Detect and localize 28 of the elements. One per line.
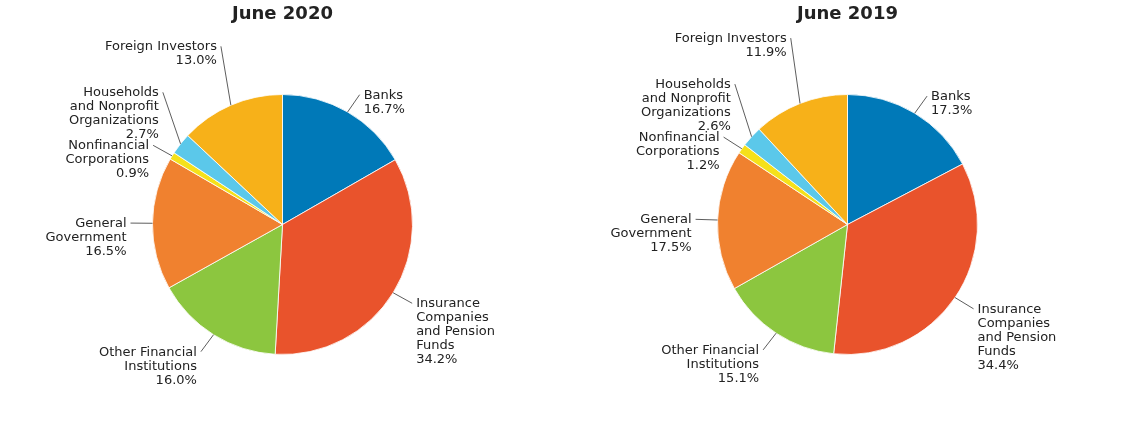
slice-label: General Government [610,211,692,241]
data-label: 16.7% [363,100,405,116]
slice-label: Households and Nonprofit Organizations [640,76,732,120]
slice-label: Banks [363,86,404,102]
slice-label: Insurance Companies and Pension Funds [416,295,495,353]
slice-label: Banks [931,88,971,104]
slice-label: Other Financial Institutions [98,343,198,373]
slice-label: Households and Nonprofit Organizations [68,84,160,128]
data-label: 34.2% [416,351,458,367]
chart-title: June 2020 [230,2,333,23]
data-label: 13.0% [175,52,217,68]
slice-label: Nonfinancial Corporations [636,129,720,159]
slice-label: Foreign Investors [674,30,787,46]
data-label: 16.5% [85,243,127,259]
slice-label: Foreign Investors [104,38,218,54]
data-label: 1.2% [686,157,720,173]
slice-label: General Government [45,215,127,245]
data-label: 0.9% [116,165,150,181]
slice-label: Other Financial Institutions [661,341,760,371]
data-label: 17.5% [650,239,692,255]
slice-label: Insurance Companies and Pension Funds [977,300,1057,358]
data-label: 34.4% [977,356,1019,372]
data-label: 16.0% [155,371,197,387]
slice-label: Nonfinancial Corporations [65,137,150,167]
data-label: 11.9% [745,44,787,60]
data-label: 17.3% [931,102,973,118]
chart-title: June 2019 [795,2,898,23]
data-label: 15.1% [717,369,760,385]
